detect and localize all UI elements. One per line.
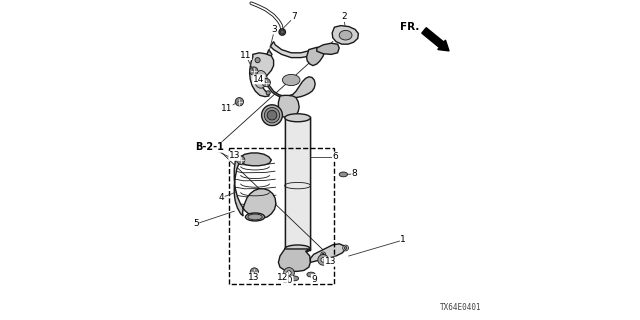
Polygon shape (278, 95, 300, 118)
Polygon shape (278, 249, 310, 271)
Ellipse shape (321, 252, 326, 257)
Polygon shape (270, 42, 319, 58)
Polygon shape (250, 53, 274, 97)
Ellipse shape (266, 91, 270, 95)
Text: 6: 6 (333, 152, 338, 161)
Ellipse shape (318, 254, 328, 265)
Text: 9: 9 (312, 275, 317, 284)
Ellipse shape (287, 271, 291, 275)
Ellipse shape (264, 108, 280, 123)
Ellipse shape (250, 268, 259, 276)
Ellipse shape (250, 67, 258, 75)
Text: B-2-1: B-2-1 (195, 142, 224, 152)
Text: 11: 11 (221, 104, 232, 113)
Polygon shape (285, 117, 310, 250)
Ellipse shape (236, 98, 244, 106)
Text: 13: 13 (324, 257, 336, 266)
Text: 11: 11 (240, 51, 252, 60)
Text: FR.: FR. (400, 21, 419, 32)
Ellipse shape (262, 78, 271, 87)
Text: 10: 10 (282, 276, 293, 285)
Text: 2: 2 (341, 12, 347, 21)
Polygon shape (307, 47, 325, 66)
Text: 14: 14 (253, 75, 264, 84)
Ellipse shape (339, 30, 352, 40)
Text: TX64E0401: TX64E0401 (440, 303, 482, 312)
Polygon shape (332, 26, 358, 44)
Ellipse shape (282, 75, 300, 86)
Polygon shape (234, 157, 276, 218)
Text: 5: 5 (193, 220, 198, 228)
Ellipse shape (237, 156, 244, 164)
Ellipse shape (343, 245, 349, 251)
Text: 1: 1 (401, 236, 406, 244)
Text: 8: 8 (352, 169, 357, 178)
Text: 7: 7 (292, 12, 297, 21)
Ellipse shape (262, 105, 282, 126)
Text: 4: 4 (219, 193, 224, 202)
Ellipse shape (246, 213, 265, 221)
Ellipse shape (248, 214, 262, 220)
Ellipse shape (268, 110, 277, 120)
Text: 3: 3 (272, 25, 277, 34)
Polygon shape (317, 43, 339, 54)
Ellipse shape (307, 272, 315, 277)
Text: 13: 13 (229, 151, 240, 160)
Ellipse shape (279, 29, 285, 35)
Polygon shape (264, 50, 315, 99)
Ellipse shape (255, 71, 268, 88)
Ellipse shape (321, 258, 326, 262)
Polygon shape (310, 244, 346, 262)
Ellipse shape (284, 268, 294, 278)
Text: 12: 12 (276, 273, 288, 282)
Ellipse shape (280, 30, 284, 34)
FancyArrow shape (422, 28, 449, 51)
Ellipse shape (285, 114, 310, 122)
Ellipse shape (344, 247, 347, 250)
Ellipse shape (290, 276, 298, 281)
Ellipse shape (339, 172, 348, 177)
Ellipse shape (255, 58, 260, 63)
Ellipse shape (285, 245, 310, 253)
Text: 13: 13 (248, 273, 259, 282)
Ellipse shape (322, 253, 324, 256)
Polygon shape (239, 153, 271, 166)
